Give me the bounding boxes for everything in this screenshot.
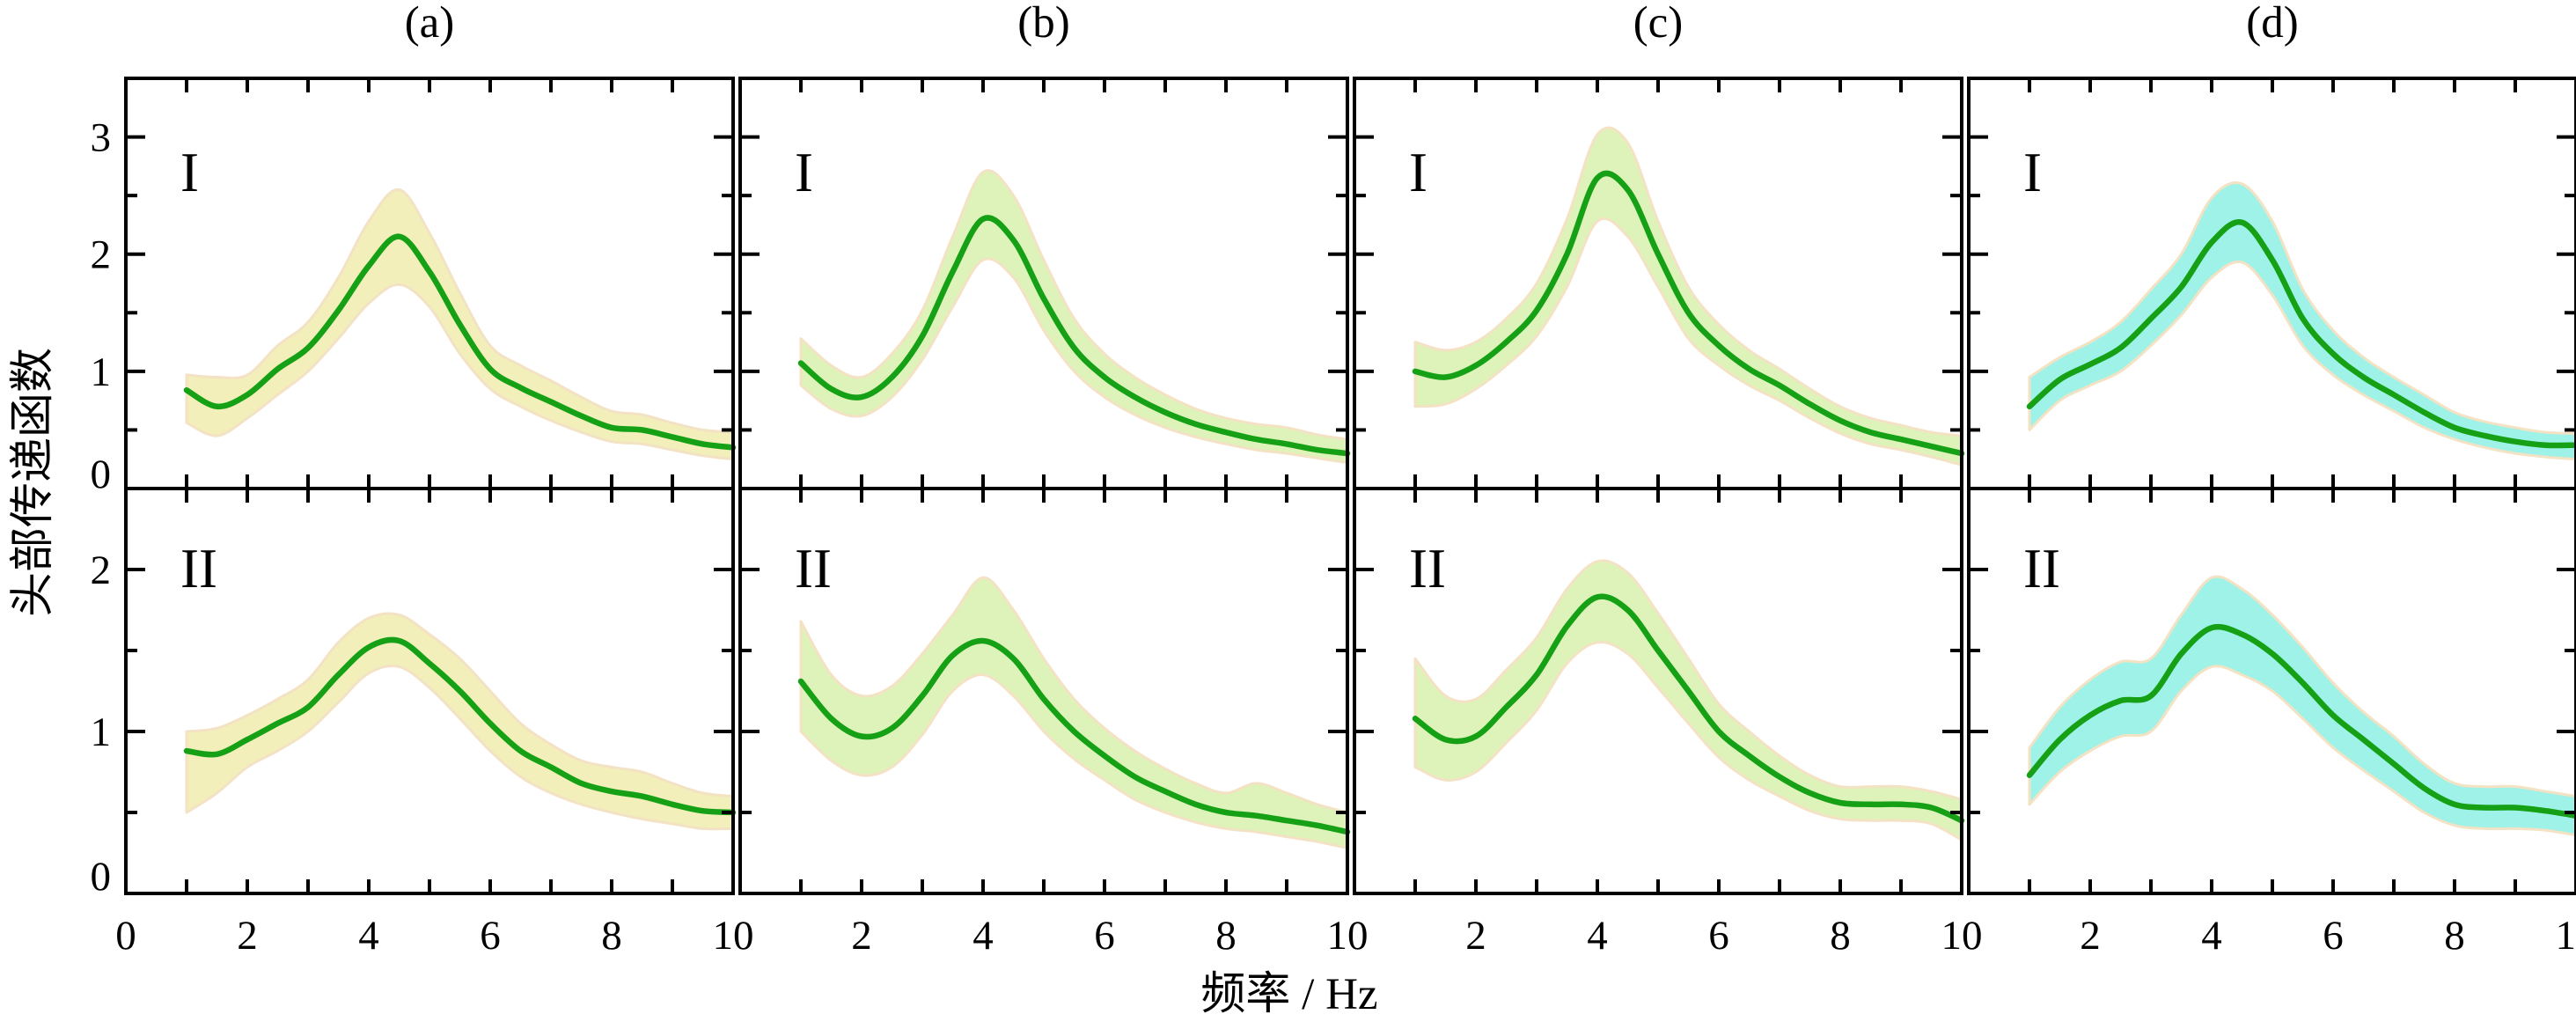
row-label: II [795,538,832,599]
panel-a-row-II: II [124,487,737,895]
mean-line [183,233,737,451]
x-tick-label: 6 [2323,913,2344,959]
row-label: I [1409,142,1427,203]
x-tick-label: 4 [2201,913,2222,959]
panel-c-row-II: II [1353,487,1965,895]
column-label: (a) [405,0,455,48]
row-label: I [180,142,199,203]
confidence-band [1413,126,1963,467]
column-label: (c) [1633,0,1684,48]
x-tick-label: 8 [1215,913,1237,959]
x-tick-label: 2 [851,913,872,959]
confidence-band [799,169,1349,465]
y-tick-label: 1 [91,709,112,755]
axis-ticks [1354,78,1962,489]
x-tick-label: 0 [115,913,136,959]
x-tick-label: 10 [1941,913,1983,959]
confidence-band [2028,575,2576,837]
mean-line [183,636,737,816]
x-tick-label: 2 [2080,913,2101,959]
row-label: I [2023,142,2042,203]
y-tick-label: 1 [91,349,112,395]
panel-d-row-II: II [1967,487,2576,895]
x-tick-label: 10 [713,913,754,959]
x-tick-label: 10 [2556,913,2576,959]
confidence-band [1413,559,1963,842]
row-label: I [795,142,813,203]
x-axis-title: 频率 / Hz [1200,970,1378,1019]
x-tick-label: 6 [1708,913,1729,959]
mean-line [2026,623,2576,819]
axis-ticks [740,489,1347,893]
mean-line [1412,593,1965,824]
row-label: II [180,538,217,599]
panel-b-row-II: II [738,487,1351,895]
y-tick-label: 0 [91,854,112,900]
mean-line [2026,219,2576,449]
y-tick-label: 3 [91,115,112,161]
mean-line [1412,170,1965,457]
confidence-band [799,576,1349,849]
x-tick-label: 4 [1587,913,1608,959]
column-label: (b) [1017,0,1069,48]
axis-ticks [740,78,1347,489]
panel-d-row-I: I [1967,77,2576,490]
x-tick-label: 8 [2444,913,2465,959]
y-axis-title: 头部传递函数 [9,347,58,618]
column-label: (d) [2246,0,2298,48]
x-tick-label: 8 [1830,913,1851,959]
axis-ticks [1354,489,1962,893]
y-tick-label: 0 [91,452,112,497]
mean-line [797,215,1351,457]
x-tick-label: 4 [972,913,994,959]
y-tick-label: 2 [91,548,112,593]
row-label: II [1409,538,1446,599]
panel-a-row-I: I [124,77,737,490]
x-tick-label: 10 [1327,913,1369,959]
x-tick-label: 2 [1465,913,1486,959]
axis-ticks [1969,78,2576,489]
panel-c-row-I: I [1353,77,1965,490]
y-tick-label: 2 [91,232,112,278]
row-label: II [2023,538,2060,599]
x-tick-label: 2 [237,913,258,959]
axis-ticks [126,489,733,893]
x-tick-label: 6 [1094,913,1115,959]
axis-ticks [126,78,733,489]
mean-line [797,637,1351,835]
x-tick-label: 8 [601,913,622,959]
axis-ticks [1969,489,2576,893]
x-tick-label: 6 [480,913,501,959]
x-tick-label: 4 [358,913,379,959]
panel-b-row-I: I [738,77,1351,490]
